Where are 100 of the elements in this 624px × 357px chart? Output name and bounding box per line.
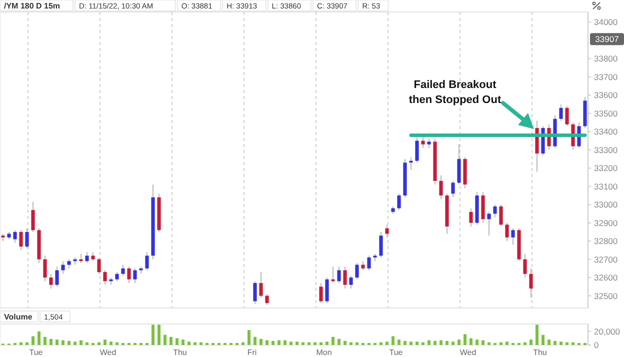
y-tick-label: 32600 [594, 272, 618, 283]
x-tick-label: Wed [100, 348, 116, 357]
candlestick [367, 255, 371, 271]
candlestick [349, 275, 353, 289]
bar [158, 324, 160, 345]
candlestick [31, 201, 35, 232]
bar [278, 340, 280, 345]
bar [152, 324, 154, 345]
bar [44, 336, 46, 345]
y-tick-label: 33000 [594, 200, 618, 210]
candlestick [79, 253, 83, 264]
candlestick [13, 230, 17, 244]
candlestick [499, 204, 503, 227]
bar [500, 342, 502, 345]
bar [464, 334, 466, 345]
candlestick [511, 228, 515, 246]
candlestick [337, 266, 341, 284]
candlestick [121, 264, 125, 276]
bar [320, 342, 322, 345]
bar [296, 342, 298, 345]
bar [566, 342, 568, 345]
y-tick-label: 33400 [594, 126, 618, 137]
bar [26, 342, 28, 345]
bar [74, 342, 76, 345]
bar [290, 342, 292, 345]
bar [50, 338, 52, 345]
bar [380, 342, 382, 345]
bar [506, 342, 508, 345]
candlestick [451, 180, 455, 198]
bar [176, 338, 178, 345]
bar [242, 342, 244, 345]
bar [470, 338, 472, 345]
chart-title: Volume [4, 312, 33, 322]
bar [104, 340, 106, 345]
bar [20, 342, 22, 345]
candlestick [481, 191, 485, 224]
bar [416, 342, 418, 345]
bar [38, 331, 40, 345]
candlestick [343, 266, 347, 289]
candlestick [25, 228, 29, 249]
candlestick [265, 293, 269, 306]
bar [98, 342, 100, 345]
candlestick [91, 252, 95, 262]
y-tick-label: 32700 [594, 254, 618, 264]
bar [410, 342, 412, 345]
candlestick [565, 106, 569, 127]
bar [248, 330, 250, 345]
bar [422, 342, 424, 345]
candlestick [49, 273, 53, 289]
bar [62, 340, 64, 345]
bar [404, 340, 406, 345]
y-tick-label: 33200 [594, 163, 618, 174]
y-tick-label: 20,000 [594, 326, 620, 336]
y-tick-label: 33600 [594, 90, 618, 100]
bar [266, 340, 268, 345]
bar [200, 342, 202, 345]
y-tick-label: 33500 [594, 108, 618, 118]
x-tick-label: Thu [173, 348, 187, 357]
chart-title: /YM 180 D 15m [4, 2, 60, 10]
candlestick [355, 262, 359, 280]
candlestick [421, 134, 425, 149]
bar [548, 340, 550, 345]
bar [284, 340, 286, 345]
candlestick [361, 260, 365, 271]
candlestick [331, 266, 335, 284]
bar [194, 342, 196, 345]
bar [344, 340, 346, 345]
candlestick [409, 156, 413, 170]
y-tick-label: 32500 [594, 290, 618, 301]
annotation: 33907 [595, 34, 620, 44]
y-tick-label: 33300 [594, 144, 618, 155]
candlestick [523, 253, 527, 278]
bar [302, 342, 304, 345]
bar [32, 336, 34, 345]
candlestick [115, 272, 119, 282]
bar [68, 340, 70, 345]
candlestick [379, 231, 383, 258]
bar [314, 342, 316, 345]
bar [110, 342, 112, 345]
bar [254, 336, 256, 345]
candlestick [97, 256, 101, 274]
candlestick [259, 272, 263, 298]
bar [116, 342, 118, 345]
bar [536, 324, 538, 345]
bar [398, 340, 400, 345]
candlestick [133, 268, 137, 284]
y-tick-label: 33100 [594, 181, 618, 192]
y-tick-label: 34000 [594, 17, 618, 28]
bar [560, 342, 562, 345]
bar [272, 340, 274, 345]
x-tick-label: Tue [389, 348, 404, 357]
bar [554, 340, 556, 345]
bar [182, 340, 184, 345]
candlestick [253, 280, 257, 304]
bar [524, 342, 526, 345]
bar [188, 342, 190, 345]
candlestick [61, 260, 65, 274]
bar [332, 336, 334, 345]
bar [164, 334, 166, 345]
x-tick-label: Wed [460, 348, 476, 357]
